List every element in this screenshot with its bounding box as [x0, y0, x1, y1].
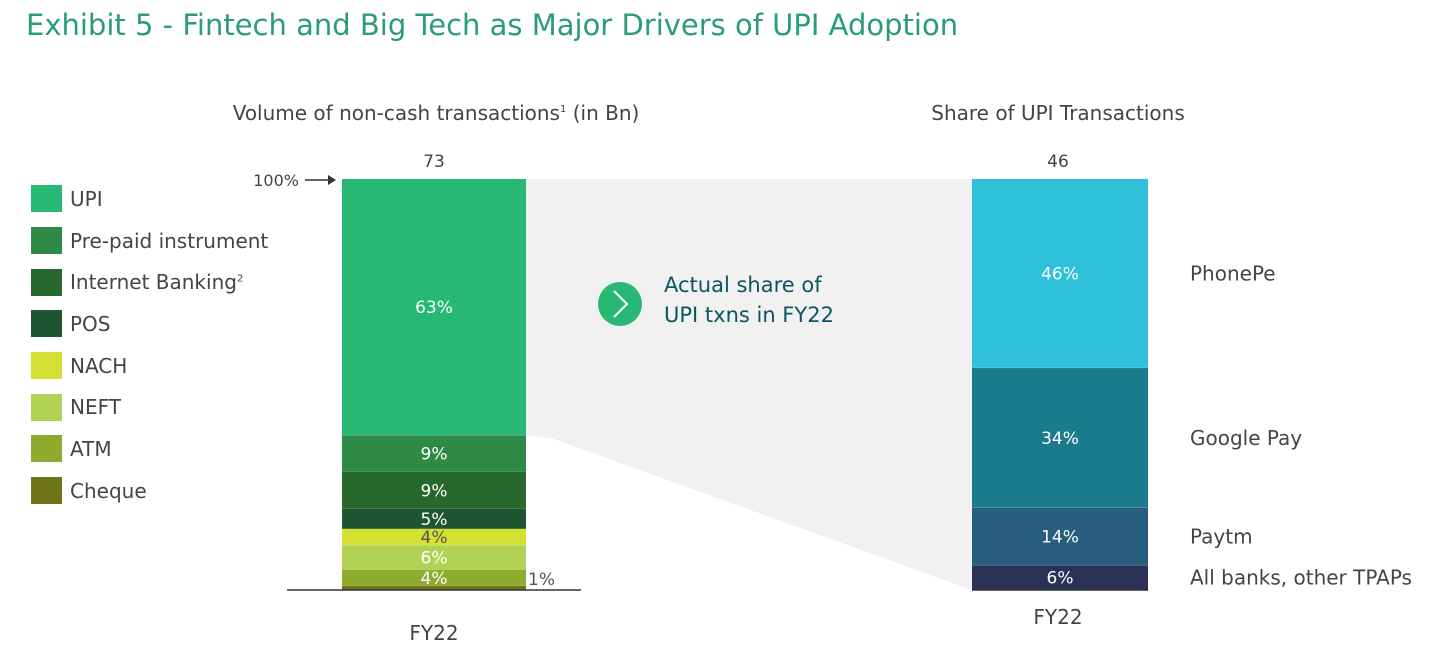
legend-swatch — [31, 227, 62, 255]
data-label: 1% — [528, 570, 555, 590]
data-label: 9% — [421, 481, 448, 501]
footnote-marker: 2 — [236, 273, 244, 285]
legend-swatch — [31, 310, 62, 338]
bar-segment — [972, 507, 1148, 566]
legend-swatch — [31, 477, 62, 505]
right-category-label: FY22 — [1033, 605, 1082, 629]
left-category-label: FY22 — [409, 621, 458, 645]
data-label: 63% — [415, 298, 453, 318]
legend-item: ATM — [31, 428, 268, 470]
chevron-right-circle-icon — [598, 282, 642, 326]
bar-segment — [342, 435, 526, 472]
bar-segment — [972, 565, 1148, 590]
data-label: 34% — [1041, 429, 1079, 449]
data-label: 6% — [1047, 569, 1074, 589]
legend-label: Cheque — [70, 478, 147, 503]
segment-name-label: Paytm — [1190, 525, 1253, 549]
data-label: 14% — [1041, 528, 1079, 548]
legend-swatch — [31, 393, 62, 421]
legend-label-text: Internet Banking — [70, 270, 237, 295]
bar-segment — [342, 508, 526, 529]
legend-item: Pre-paid instrument — [31, 220, 268, 262]
legend: UPI Pre-paid instrument Internet Banking… — [31, 178, 268, 512]
segment-name-label: All banks, other TPAPs — [1190, 566, 1412, 590]
bar-segment — [972, 368, 1148, 508]
callout-line1: Actual share of — [664, 273, 822, 297]
legend-item: Internet Banking2 — [31, 261, 268, 303]
bar-segment — [342, 528, 526, 546]
data-label: 46% — [1041, 265, 1079, 285]
right-chart-title: Share of UPI Transactions — [931, 101, 1185, 125]
bar-segment — [342, 179, 526, 436]
data-label: 4% — [421, 528, 448, 548]
legend-label: Internet Banking2 — [70, 270, 243, 294]
segment-name-label: PhonePe — [1190, 262, 1276, 286]
left-total-label: 73 — [423, 152, 445, 172]
legend-label: NACH — [70, 353, 128, 378]
legend-swatch — [31, 435, 62, 463]
legend-item: NACH — [31, 345, 268, 387]
axis-marker-label: 100% — [253, 171, 299, 190]
legend-item: POS — [31, 303, 268, 345]
legend-swatch — [31, 268, 62, 296]
segment-name-label: Google Pay — [1190, 426, 1302, 450]
callout-line2: UPI txns in FY22 — [664, 303, 834, 327]
bar-segment — [342, 569, 526, 586]
legend-label: NEFT — [70, 395, 121, 420]
left-chart-title: Volume of non-cash transactions1 (in Bn) — [233, 101, 640, 125]
right-stacked-bar: 46% PhonePe 34% Google Pay 14% Paytm 6% All ban… — [972, 179, 1412, 590]
legend-label: POS — [70, 311, 111, 336]
legend-item: Cheque — [31, 470, 268, 512]
bar-segment — [342, 585, 526, 590]
legend-item: NEFT — [31, 386, 268, 428]
legend-label: UPI — [70, 186, 103, 211]
bar-segment — [342, 471, 526, 509]
data-label: 6% — [421, 548, 448, 568]
legend-swatch — [31, 352, 62, 380]
data-label: 4% — [421, 569, 448, 589]
right-total-label: 46 — [1047, 152, 1069, 172]
bar-segment — [342, 545, 526, 570]
left-stacked-bar: 63%9%9%5%4%6%4% 1% — [342, 179, 555, 590]
legend-label: Pre-paid instrument — [70, 228, 269, 253]
transfer-area — [526, 179, 972, 590]
arrow-right-icon — [305, 175, 336, 185]
data-label: 9% — [421, 445, 448, 465]
page-title: Exhibit 5 - Fintech and Big Tech as Majo… — [26, 8, 959, 42]
legend-item: UPI — [31, 178, 268, 220]
legend-swatch — [31, 185, 62, 213]
bar-segment — [972, 179, 1148, 369]
data-label: 5% — [421, 510, 448, 530]
legend-label: ATM — [70, 436, 112, 461]
